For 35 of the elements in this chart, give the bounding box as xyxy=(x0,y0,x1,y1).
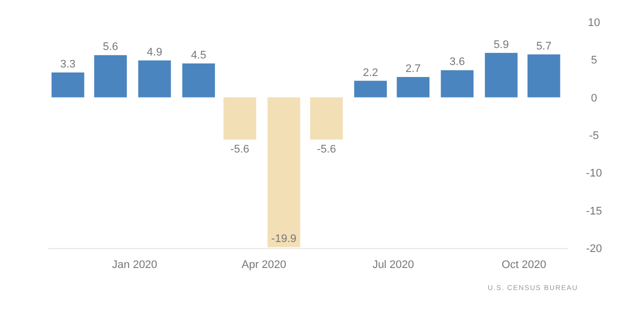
data-label: 3.3 xyxy=(60,58,76,70)
x-tick-label: Jan 2020 xyxy=(112,259,158,271)
x-tick-label: Jul 2020 xyxy=(372,259,414,271)
data-label: -5.6 xyxy=(230,144,250,156)
bar xyxy=(528,54,560,98)
bar xyxy=(484,52,518,98)
y-tick-label: -10 xyxy=(586,168,602,180)
x-tick-label: Oct 2020 xyxy=(502,259,546,271)
data-label: 4.9 xyxy=(146,46,162,58)
y-tick-label: 0 xyxy=(590,92,598,104)
data-label: 3.6 xyxy=(450,56,465,68)
y-tick-label: -15 xyxy=(586,205,602,218)
x-tick-label: Apr 2020 xyxy=(242,259,286,271)
data-label: -5.6 xyxy=(316,144,336,156)
bar xyxy=(223,97,256,140)
bar xyxy=(440,70,474,98)
y-tick-label: 10 xyxy=(588,17,600,29)
bar xyxy=(138,60,171,98)
bar xyxy=(182,63,215,98)
data-label: 2.7 xyxy=(405,62,421,75)
data-label: 5.9 xyxy=(494,38,509,51)
data-label: 2.2 xyxy=(362,66,378,79)
bar xyxy=(310,97,343,140)
bar xyxy=(354,80,387,98)
data-label: 4.5 xyxy=(190,49,206,62)
data-label: 5.7 xyxy=(536,40,552,52)
data-label: 5.6 xyxy=(102,41,118,54)
bar xyxy=(396,76,430,98)
y-tick-label: -5 xyxy=(589,130,599,142)
data-label: -19.9 xyxy=(271,233,296,246)
bar xyxy=(94,55,127,98)
bar xyxy=(268,97,300,248)
y-tick-label: 5 xyxy=(590,54,598,67)
bar xyxy=(52,72,84,98)
y-tick-label: -20 xyxy=(586,243,602,255)
